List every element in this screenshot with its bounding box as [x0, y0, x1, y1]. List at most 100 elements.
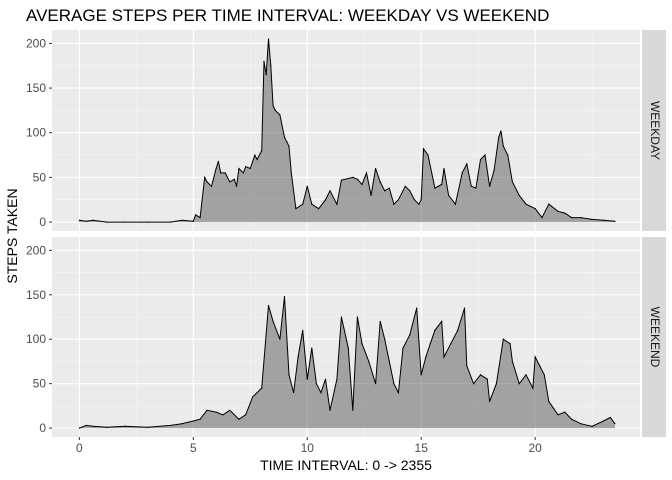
data-point: [206, 409, 208, 411]
data-point: [571, 217, 573, 219]
data-point: [498, 136, 500, 138]
data-point: [564, 212, 566, 214]
data-point: [564, 411, 566, 413]
data-point: [347, 347, 349, 349]
data-point: [192, 420, 194, 422]
data-point: [220, 172, 222, 174]
data-point: [324, 199, 327, 201]
data-point: [507, 154, 509, 156]
data-point: [356, 178, 358, 180]
data-point: [463, 307, 466, 309]
data-point: [181, 423, 183, 425]
data-point: [532, 387, 534, 389]
data-point: [548, 400, 550, 403]
data-point: [215, 411, 217, 413]
data-point: [361, 343, 363, 345]
data-point: [602, 219, 605, 221]
data-point: [397, 199, 400, 201]
data-point: [267, 38, 270, 40]
data-point: [409, 334, 411, 336]
data-point: [302, 329, 304, 331]
data-point: [286, 141, 288, 143]
data-point: [557, 210, 559, 212]
data-point: [384, 190, 386, 192]
data-point: [265, 74, 267, 76]
data-point: [329, 409, 331, 411]
data-point: [238, 418, 240, 420]
data-point: [441, 183, 443, 186]
data-point: [311, 203, 313, 205]
y-tick-label: 150: [26, 288, 46, 302]
y-tick-label: 0: [39, 421, 46, 435]
y-axis-label: STEPS TAKEN: [4, 188, 20, 283]
data-point: [169, 424, 172, 427]
data-point: [352, 409, 354, 411]
data-point: [384, 338, 386, 340]
data-point: [420, 374, 422, 376]
data-point: [548, 203, 550, 205]
data-point: [488, 400, 491, 403]
data-point: [409, 190, 411, 192]
data-point: [609, 416, 611, 419]
facet-strip-weekend: [642, 237, 666, 437]
data-point: [479, 158, 482, 161]
data-point: [479, 374, 482, 376]
y-tick-label: 0: [39, 215, 46, 229]
data-point: [443, 167, 445, 170]
data-point: [290, 172, 292, 174]
data-point: [466, 163, 468, 165]
data-point: [475, 187, 477, 189]
data-point: [124, 221, 126, 223]
data-point: [509, 343, 511, 345]
data-point: [379, 181, 381, 183]
data-point: [511, 360, 513, 363]
y-tick-label: 50: [33, 377, 47, 391]
data-point: [288, 145, 290, 147]
data-point: [580, 423, 582, 425]
data-point: [106, 426, 108, 428]
data-point: [194, 214, 197, 216]
data-point: [279, 338, 281, 340]
data-point: [340, 179, 343, 181]
y-tick-label: 100: [26, 332, 46, 346]
data-point: [78, 219, 80, 221]
data-point: [614, 220, 616, 222]
data-point: [447, 194, 450, 196]
data-point: [511, 181, 513, 183]
chart-title: AVERAGE STEPS PER TIME INTERVAL: WEEKDAY…: [26, 6, 550, 25]
data-point: [249, 167, 251, 170]
data-point: [261, 150, 263, 152]
data-point: [591, 425, 593, 427]
data-point: [466, 365, 468, 367]
data-point: [272, 105, 274, 107]
data-point: [283, 136, 286, 138]
data-point: [222, 414, 224, 416]
data-point: [434, 187, 436, 189]
data-point: [210, 185, 213, 187]
chart-panels: 0 50 100 150 200 WEEKDAY 0 50 100 150 200 WEEKEND: [26, 30, 666, 437]
data-point: [443, 356, 445, 358]
panel-weekday: 0 50 100 150 200 WEEKDAY: [26, 30, 666, 231]
data-point: [518, 383, 520, 385]
data-point: [518, 194, 520, 196]
data-point: [461, 172, 463, 174]
data-point: [370, 194, 372, 196]
data-point: [502, 145, 504, 147]
data-point: [106, 221, 108, 223]
data-point: [229, 181, 231, 183]
data-point: [388, 360, 390, 363]
facet-strip-weekday: [642, 30, 666, 231]
data-point: [429, 343, 431, 345]
data-point: [238, 167, 240, 170]
data-point: [274, 109, 276, 111]
panel-weekend: 0 50 100 150 200 WEEKEND: [26, 237, 666, 437]
data-point: [206, 181, 208, 183]
data-point: [336, 203, 338, 205]
data-point: [495, 383, 498, 385]
y-tick-label: 150: [26, 81, 46, 95]
data-point: [450, 343, 452, 345]
data-point: [484, 154, 486, 156]
data-point: [379, 320, 381, 323]
data-point: [224, 172, 226, 174]
